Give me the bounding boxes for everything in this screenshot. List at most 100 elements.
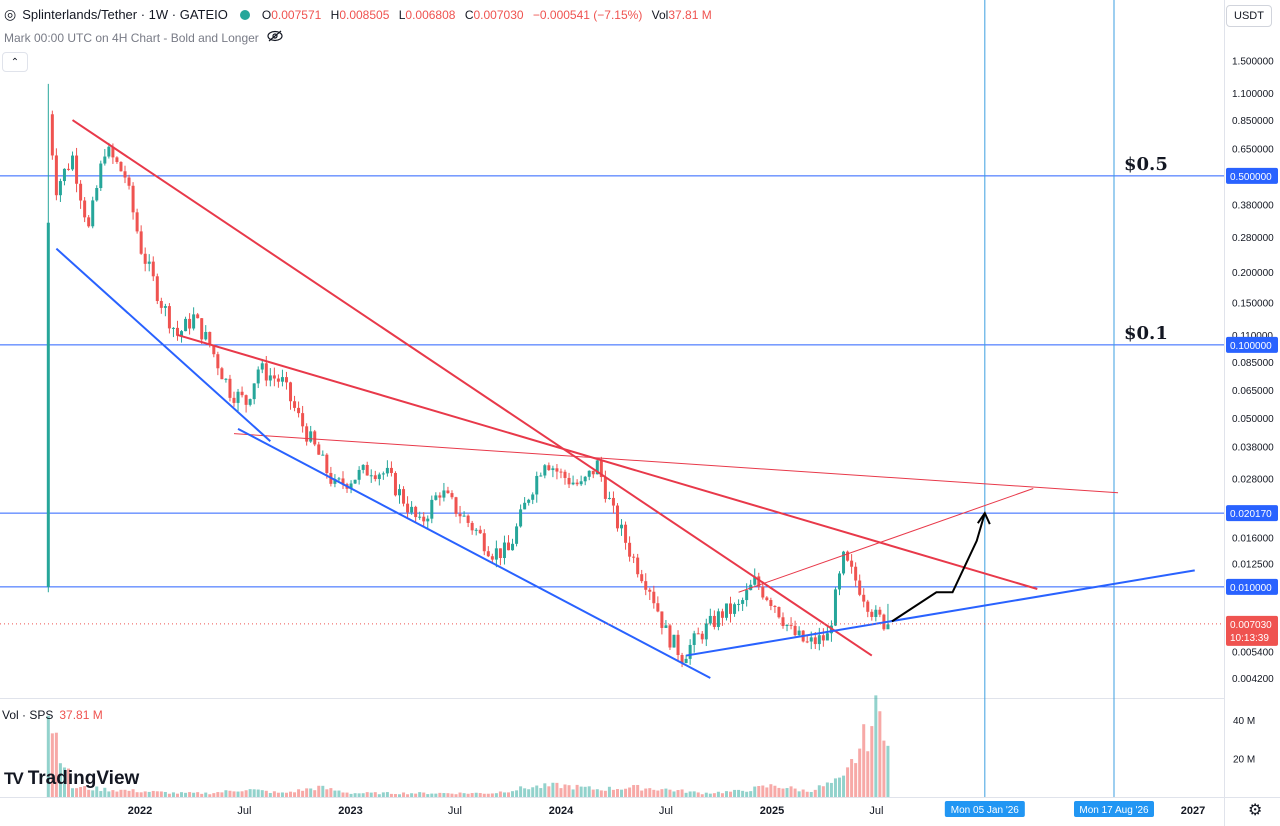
candle-body	[236, 391, 240, 403]
candle-body	[539, 475, 543, 477]
candle-body	[543, 465, 547, 476]
descending-trendline-shallow	[233, 433, 1119, 494]
candle-body	[196, 314, 200, 319]
volume-bar	[317, 785, 321, 797]
candle-body	[232, 397, 236, 403]
volume-bar	[389, 793, 393, 797]
y-tick-label: 0.005400	[1232, 648, 1274, 659]
candle-body	[664, 625, 668, 628]
tradingview-logo[interactable]: TV TradingView	[4, 768, 139, 790]
volume-bar	[567, 785, 571, 797]
candle-body	[821, 635, 825, 641]
candle-body	[204, 331, 208, 340]
candle-body	[624, 524, 628, 543]
volume-bar	[470, 793, 474, 797]
time-marker-label-bg	[1073, 801, 1154, 817]
mark-indicator: Mark 00:00 UTC on 4H Chart - Bold and Lo…	[4, 30, 283, 45]
candle-body	[579, 481, 583, 485]
candle-body	[511, 543, 515, 551]
volume-bar	[652, 789, 656, 797]
volume-bar	[515, 790, 519, 797]
volume-bar	[345, 792, 349, 797]
candle-body	[599, 460, 603, 478]
candle-body	[850, 560, 854, 567]
volume-bar	[688, 791, 692, 797]
volume-bar	[135, 792, 139, 797]
candle-body	[58, 181, 62, 196]
candle-body	[571, 482, 575, 485]
candle-body	[688, 644, 692, 659]
price-level-label-bg	[1226, 167, 1278, 184]
volume-bar	[313, 790, 317, 797]
x-tick-label: Jul	[448, 805, 462, 817]
volume-tick-label: 40 M	[1233, 716, 1255, 727]
candle-body	[410, 506, 414, 513]
candle-body	[587, 470, 591, 477]
volume-bar	[127, 790, 131, 797]
y-tick-label: 0.085000	[1232, 358, 1274, 369]
volume-bar	[50, 733, 54, 797]
candle-body	[519, 509, 523, 527]
candle-body	[349, 483, 353, 489]
currency-selector[interactable]: USDT	[1226, 5, 1272, 27]
volume-bar	[115, 791, 119, 797]
volume-bar	[708, 793, 712, 797]
candle-body	[87, 217, 91, 227]
volume-bar	[636, 784, 640, 797]
volume-bar	[377, 794, 381, 797]
volume-bar	[644, 788, 648, 797]
support-trendline-2	[237, 427, 711, 679]
candle-body	[297, 407, 301, 414]
volume-bar	[595, 789, 599, 797]
collapse-legend-button[interactable]: ⌃	[2, 52, 28, 72]
price-level-label-bg	[1226, 578, 1278, 595]
volume-bar	[398, 794, 402, 797]
volume-bar	[833, 778, 837, 797]
volume-bar	[539, 788, 543, 797]
volume-bar	[559, 788, 563, 797]
volume-bar	[696, 792, 700, 797]
candle-body	[341, 478, 345, 485]
candle-body	[309, 431, 313, 442]
settings-gear-icon[interactable]: ⚙	[1248, 802, 1263, 819]
support-trendline-3	[685, 569, 1195, 657]
candle-body	[547, 465, 551, 471]
candle-body	[785, 624, 789, 626]
volume-bar	[660, 789, 664, 797]
volume-bar	[850, 759, 854, 797]
volume-bar	[171, 792, 175, 797]
candle-body	[373, 475, 377, 480]
candle-body	[385, 467, 389, 474]
candle-body	[640, 574, 644, 582]
candle-body	[442, 490, 446, 498]
candle-body	[127, 177, 131, 186]
volume-bar	[83, 786, 87, 797]
candle-body	[757, 576, 761, 587]
candle-body	[353, 479, 357, 484]
symbol-title[interactable]: Splinterlands/Tether · 1W · GATEIO	[22, 7, 228, 22]
candle-body	[886, 624, 890, 630]
volume-bar	[587, 786, 591, 797]
volume-bar	[208, 794, 212, 797]
candle-body	[470, 522, 474, 531]
price-level-label: 0.100000	[1230, 341, 1272, 352]
volume-bar	[284, 792, 288, 797]
candle-body	[393, 472, 397, 496]
volume-bar	[523, 788, 527, 797]
volume-bar	[244, 790, 248, 797]
x-tick-label: 2022	[128, 805, 152, 817]
candle-body	[103, 156, 107, 164]
volume-bar	[167, 793, 171, 797]
volume-bar	[131, 789, 135, 797]
volume-bar	[692, 791, 696, 797]
volume-bar	[151, 790, 155, 797]
volume-bar	[216, 792, 220, 797]
price-level-label: 0.020170	[1230, 509, 1272, 520]
ohlc-values: O0.007571 H0.008505 L0.006808 C0.007030 …	[261, 7, 712, 22]
volume-bar	[486, 793, 490, 797]
candle-body	[781, 617, 785, 626]
candle-body	[502, 542, 506, 558]
hide-eye-icon[interactable]	[267, 30, 283, 45]
candle-body	[696, 633, 700, 635]
